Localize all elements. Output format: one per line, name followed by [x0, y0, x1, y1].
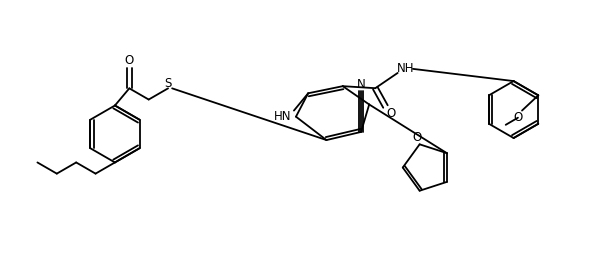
Text: O: O: [412, 131, 421, 144]
Text: S: S: [164, 77, 172, 90]
Text: O: O: [513, 111, 523, 124]
Text: O: O: [386, 107, 395, 120]
Text: O: O: [125, 54, 134, 67]
Text: HN: HN: [274, 110, 291, 123]
Text: N: N: [356, 78, 365, 91]
Text: NH: NH: [397, 62, 415, 75]
